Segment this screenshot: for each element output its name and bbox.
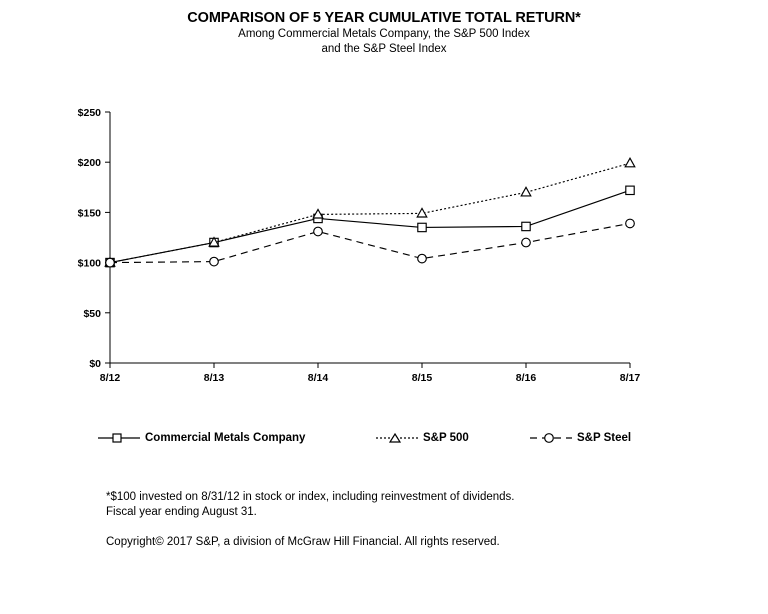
footnote-spacer xyxy=(106,520,666,535)
chart-title-block: COMPARISON OF 5 YEAR CUMULATIVE TOTAL RE… xyxy=(0,10,768,57)
legend-label-1: S&P 500 xyxy=(423,432,469,444)
x-axis-tick-label: 8/14 xyxy=(308,372,329,384)
footnote-copyright: Copyright© 2017 S&P, a division of McGra… xyxy=(106,536,500,548)
legend-swatch-dashed-circle-icon xyxy=(530,433,572,443)
legend-item-commercial-metals-company: Commercial Metals Company xyxy=(98,428,305,448)
data-point-marker xyxy=(417,222,427,233)
y-axis-tick-label: $200 xyxy=(78,157,102,169)
data-point-marker xyxy=(209,256,219,267)
chart-subtitle-line-1: Among Commercial Metals Company, the S&P… xyxy=(238,28,530,40)
data-point-marker xyxy=(416,207,428,218)
chart-series xyxy=(104,157,636,268)
legend-swatch-dotted-triangle-icon xyxy=(376,432,418,443)
legend-item-sp-steel: S&P Steel xyxy=(530,428,631,448)
data-point-marker xyxy=(313,226,323,237)
chart-line-s-p-500 xyxy=(104,157,636,267)
x-axis-tick-label: 8/13 xyxy=(204,372,225,384)
legend-label-0: Commercial Metals Company xyxy=(145,432,306,444)
footnotes-block: *$100 invested on 8/31/12 in stock or in… xyxy=(106,490,666,550)
footnote-investment-note: *$100 invested on 8/31/12 in stock or in… xyxy=(106,491,515,503)
x-axis-tick-label: 8/12 xyxy=(100,372,121,384)
data-point-marker xyxy=(208,236,220,247)
x-axis-tick-label: 8/16 xyxy=(516,372,537,384)
legend-item-sp-500: S&P 500 xyxy=(376,428,469,448)
chart-legend: Commercial Metals Company S&P 500 S&P St… xyxy=(98,428,658,450)
y-axis-tick-label: $50 xyxy=(83,308,101,320)
x-axis-tick-label: 8/17 xyxy=(620,372,641,384)
chart-line-commercial-metals-company xyxy=(105,185,635,268)
series-path xyxy=(109,189,631,264)
data-point-marker xyxy=(624,157,636,168)
series-path xyxy=(109,222,631,264)
y-axis-tick-label: $100 xyxy=(78,258,102,270)
x-axis-tick-label: 8/15 xyxy=(412,372,433,384)
data-point-marker xyxy=(312,208,324,219)
series-path xyxy=(109,162,631,264)
data-point-marker xyxy=(521,221,531,232)
y-axis-tick-label: $0 xyxy=(89,358,101,370)
chart-axes: $0 $50 $100 $150 $200 $250 8/12 8/13 8/14 8/15 8/1… xyxy=(78,107,641,384)
data-point-marker xyxy=(521,237,531,248)
data-point-marker xyxy=(625,185,635,196)
data-point-marker xyxy=(417,253,427,264)
data-point-marker xyxy=(520,186,532,197)
legend-label-2: S&P Steel xyxy=(577,432,632,444)
data-point-marker xyxy=(105,257,115,268)
footnote-fiscal-year: Fiscal year ending August 31. xyxy=(106,506,257,518)
chart-line-s-p-steel xyxy=(105,218,635,268)
data-point-marker xyxy=(625,218,635,229)
y-axis-tick-label: $250 xyxy=(78,107,102,119)
page-title: COMPARISON OF 5 YEAR CUMULATIVE TOTAL RE… xyxy=(187,10,581,26)
chart-subtitle-line-2: and the S&P Steel Index xyxy=(321,43,447,55)
legend-swatch-solid-square-icon xyxy=(98,433,140,443)
y-axis-tick-label: $150 xyxy=(78,207,102,219)
